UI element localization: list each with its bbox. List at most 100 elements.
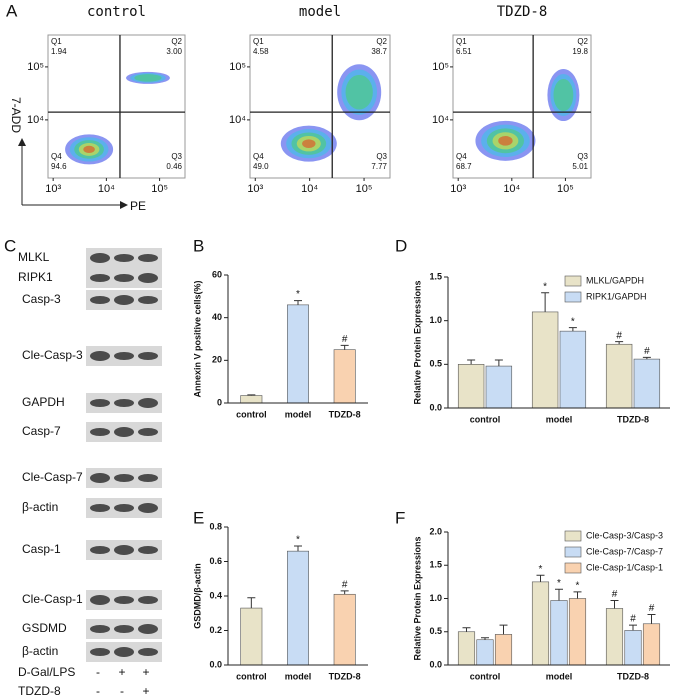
x-tick-label: model bbox=[546, 414, 573, 424]
bar bbox=[605, 608, 624, 666]
blot-band bbox=[114, 545, 134, 555]
y-tick-label: 0.5 bbox=[429, 359, 442, 369]
error-bar bbox=[499, 624, 508, 635]
quadrant-value: 6.51 bbox=[456, 47, 472, 56]
legend-label: RIPK1/GAPDH bbox=[586, 291, 647, 301]
y-tick-label: 0.6 bbox=[209, 556, 222, 566]
y-tick-label: 0.2 bbox=[209, 625, 222, 635]
quadrant-value: 4.58 bbox=[253, 47, 269, 56]
significance: # bbox=[612, 589, 618, 600]
significance: * bbox=[539, 564, 543, 575]
plot-title: TDZD-8 bbox=[497, 4, 548, 20]
x-tick-label: model bbox=[285, 409, 312, 419]
y-tick-label: 1.5 bbox=[429, 271, 442, 281]
x-tick-label: control bbox=[470, 414, 501, 424]
blot-band bbox=[90, 253, 110, 263]
blot-band bbox=[138, 428, 158, 436]
y-tick-label: 10⁵ bbox=[432, 61, 449, 73]
quadrant-name: Q2 bbox=[577, 37, 588, 46]
y-tick-label: 10⁵ bbox=[229, 61, 246, 73]
plot-title: model bbox=[299, 4, 341, 20]
legend-swatch bbox=[564, 291, 582, 303]
y-tick-label: 1.5 bbox=[429, 560, 442, 570]
bar bbox=[550, 600, 568, 666]
bar bbox=[240, 607, 263, 666]
significance: * bbox=[557, 578, 561, 589]
y-tick-label: 40 bbox=[212, 312, 222, 322]
cell-density bbox=[134, 74, 162, 82]
blot-band bbox=[138, 648, 158, 656]
error-bar bbox=[610, 599, 619, 609]
blot-band bbox=[114, 647, 134, 657]
blot-label: RIPK1 bbox=[18, 270, 53, 284]
axis-label: 7-ADD bbox=[9, 97, 23, 133]
x-tick-label: 10⁴ bbox=[503, 183, 520, 195]
panel-label: C bbox=[4, 236, 16, 255]
error-bar bbox=[573, 591, 582, 599]
cell-density bbox=[553, 78, 574, 112]
significance: # bbox=[616, 330, 622, 341]
cell-density bbox=[302, 139, 316, 148]
x-tick-label: TDZD-8 bbox=[617, 414, 649, 424]
blot-band bbox=[138, 596, 158, 604]
quadrant-value: 0.46 bbox=[166, 162, 182, 171]
blot-label: β-actin bbox=[22, 644, 58, 658]
quadrant-value: 94.6 bbox=[51, 162, 67, 171]
blot-band bbox=[114, 274, 134, 282]
error-bar bbox=[294, 300, 302, 305]
quadrant-value: 7.77 bbox=[371, 162, 387, 171]
blot-band bbox=[114, 504, 134, 512]
quadrant-value: 49.0 bbox=[253, 162, 269, 171]
x-tick-label: TDZD-8 bbox=[329, 671, 361, 681]
legend-swatch bbox=[564, 275, 582, 287]
x-tick-label: 10³ bbox=[450, 183, 466, 195]
y-tick-label: 0 bbox=[217, 397, 222, 407]
blot-band bbox=[114, 295, 134, 305]
y-tick-label: 10⁵ bbox=[27, 61, 44, 73]
plot-frame bbox=[47, 34, 186, 179]
bar bbox=[287, 550, 309, 666]
blot-band bbox=[138, 398, 158, 408]
panel-label: B bbox=[193, 236, 204, 255]
treatment-sign: + bbox=[142, 665, 149, 679]
blot-band bbox=[138, 474, 158, 482]
quadrant-name: Q1 bbox=[456, 37, 467, 46]
blot-band bbox=[114, 399, 134, 407]
blot-band bbox=[90, 274, 110, 282]
significance: # bbox=[342, 334, 348, 345]
significance: * bbox=[571, 316, 575, 327]
blot-band bbox=[114, 427, 134, 437]
blot-band bbox=[90, 296, 110, 304]
legend-swatch bbox=[564, 530, 582, 542]
significance: * bbox=[576, 580, 580, 591]
treatment-name: D-Gal/LPS bbox=[18, 665, 75, 679]
x-tick-label: model bbox=[285, 671, 312, 681]
error-bar bbox=[642, 356, 651, 360]
quadrant-value: 19.8 bbox=[572, 47, 588, 56]
blot-label: Cle-Casp-1 bbox=[22, 592, 83, 606]
blot-label: Casp-1 bbox=[22, 542, 61, 556]
significance: * bbox=[543, 281, 547, 292]
panel-label: E bbox=[193, 508, 204, 527]
error-bar bbox=[615, 341, 624, 345]
y-axis-label: GSDMD/β-actin bbox=[192, 563, 202, 629]
legend-label: Cle-Casp-3/Casp-3 bbox=[586, 530, 663, 540]
blot-label: Cle-Casp-3 bbox=[22, 348, 83, 362]
cell-density bbox=[83, 145, 95, 153]
blot-label: Casp-3 bbox=[22, 292, 61, 306]
bar bbox=[240, 395, 263, 404]
error-bar bbox=[536, 574, 545, 582]
bar bbox=[494, 634, 513, 666]
significance: * bbox=[296, 289, 300, 300]
quadrant-name: Q4 bbox=[51, 152, 62, 161]
blot-band bbox=[90, 625, 110, 633]
quadrant-name: Q3 bbox=[171, 152, 182, 161]
error-bar bbox=[541, 292, 550, 312]
blot-label: GSDMD bbox=[22, 621, 67, 635]
y-axis-label: Relative Protein Expressions bbox=[412, 280, 422, 404]
bar bbox=[642, 623, 661, 666]
quadrant-name: Q1 bbox=[253, 37, 264, 46]
x-tick-label: 10³ bbox=[45, 183, 61, 195]
blot-band bbox=[90, 428, 110, 436]
